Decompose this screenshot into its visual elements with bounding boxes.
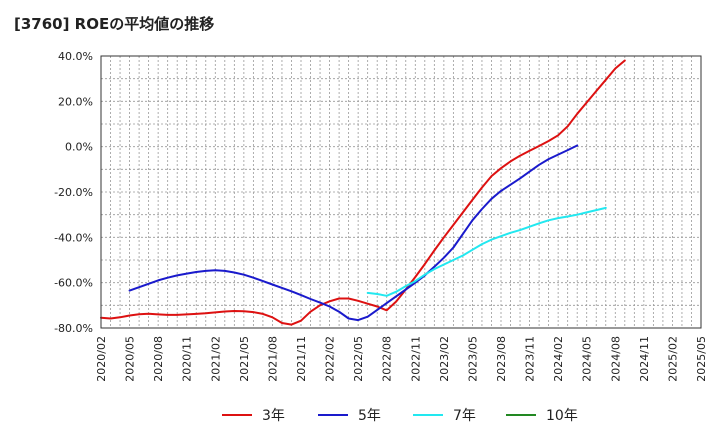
x-tick-label: 2023/08 [495, 336, 508, 382]
x-tick-label: 2021/08 [266, 336, 279, 382]
x-tick-label: 2025/05 [695, 336, 708, 382]
x-tick-label: 2020/11 [181, 336, 194, 382]
y-tick-label: 20.0% [58, 95, 93, 108]
legend-item: 10年 [506, 403, 578, 427]
x-tick-label: 2024/08 [609, 336, 622, 382]
x-tick-label: 2021/02 [209, 336, 222, 382]
series-line-7年 [366, 206, 607, 297]
y-tick-label: -40.0% [54, 231, 93, 244]
legend-label: 7年 [453, 408, 476, 424]
x-tick-label: 2022/08 [381, 336, 394, 382]
y-axis-tick-labels: 40.0% 20.0% 0.0% -20.0% -40.0% -60.0% -80.0% [54, 50, 93, 335]
legend-swatch [413, 414, 443, 416]
series-line-5年 [128, 144, 579, 322]
chart-title: [3760] ROEの平均値の推移 [14, 15, 215, 33]
chart-legend: 3年 5年 7年 10年 [0, 403, 720, 427]
x-tick-label: 2024/05 [581, 336, 594, 382]
x-tick-label: 2020/08 [152, 336, 165, 382]
x-tick-label: 2020/02 [95, 336, 108, 382]
x-tick-label: 2024/11 [638, 336, 651, 382]
x-tick-label: 2022/11 [409, 336, 422, 382]
legend-item: 7年 [413, 403, 476, 427]
x-tick-label: 2021/11 [295, 336, 308, 382]
roe-line-chart: 40.0% 20.0% 0.0% -20.0% -40.0% -60.0% -80.0% 2… [54, 50, 708, 382]
y-tick-label: 0.0% [65, 141, 93, 154]
y-tick-label: 40.0% [58, 50, 93, 63]
legend-item: 3年 [222, 403, 285, 427]
x-tick-label: 2021/05 [238, 336, 251, 382]
y-tick-label: -60.0% [54, 277, 93, 290]
legend-item: 5年 [318, 403, 381, 427]
x-tick-label: 2022/02 [324, 336, 337, 382]
legend-swatch [506, 414, 536, 416]
x-tick-label: 2023/02 [438, 336, 451, 382]
series-line-3年 [100, 59, 626, 326]
legend-label: 5年 [358, 408, 381, 424]
horizontal-gridlines [101, 78, 701, 306]
y-tick-label: -80.0% [54, 322, 93, 335]
x-tick-label: 2023/11 [524, 336, 537, 382]
x-tick-label: 2022/05 [352, 336, 365, 382]
legend-label: 10年 [546, 408, 578, 424]
plot-frame [100, 55, 702, 329]
legend-swatch [222, 414, 252, 416]
x-tick-label: 2024/02 [552, 336, 565, 382]
legend-swatch [318, 414, 348, 416]
x-tick-label: 2023/05 [466, 336, 479, 382]
x-axis-tick-labels: 2020/02 2020/05 2020/08 2020/11 2021/02 2021/… [95, 336, 708, 382]
legend-label: 3年 [262, 408, 285, 424]
y-tick-label: -20.0% [54, 186, 93, 199]
x-tick-label: 2025/02 [666, 336, 679, 382]
series-lines [100, 59, 626, 326]
x-tick-label: 2020/05 [124, 336, 137, 382]
